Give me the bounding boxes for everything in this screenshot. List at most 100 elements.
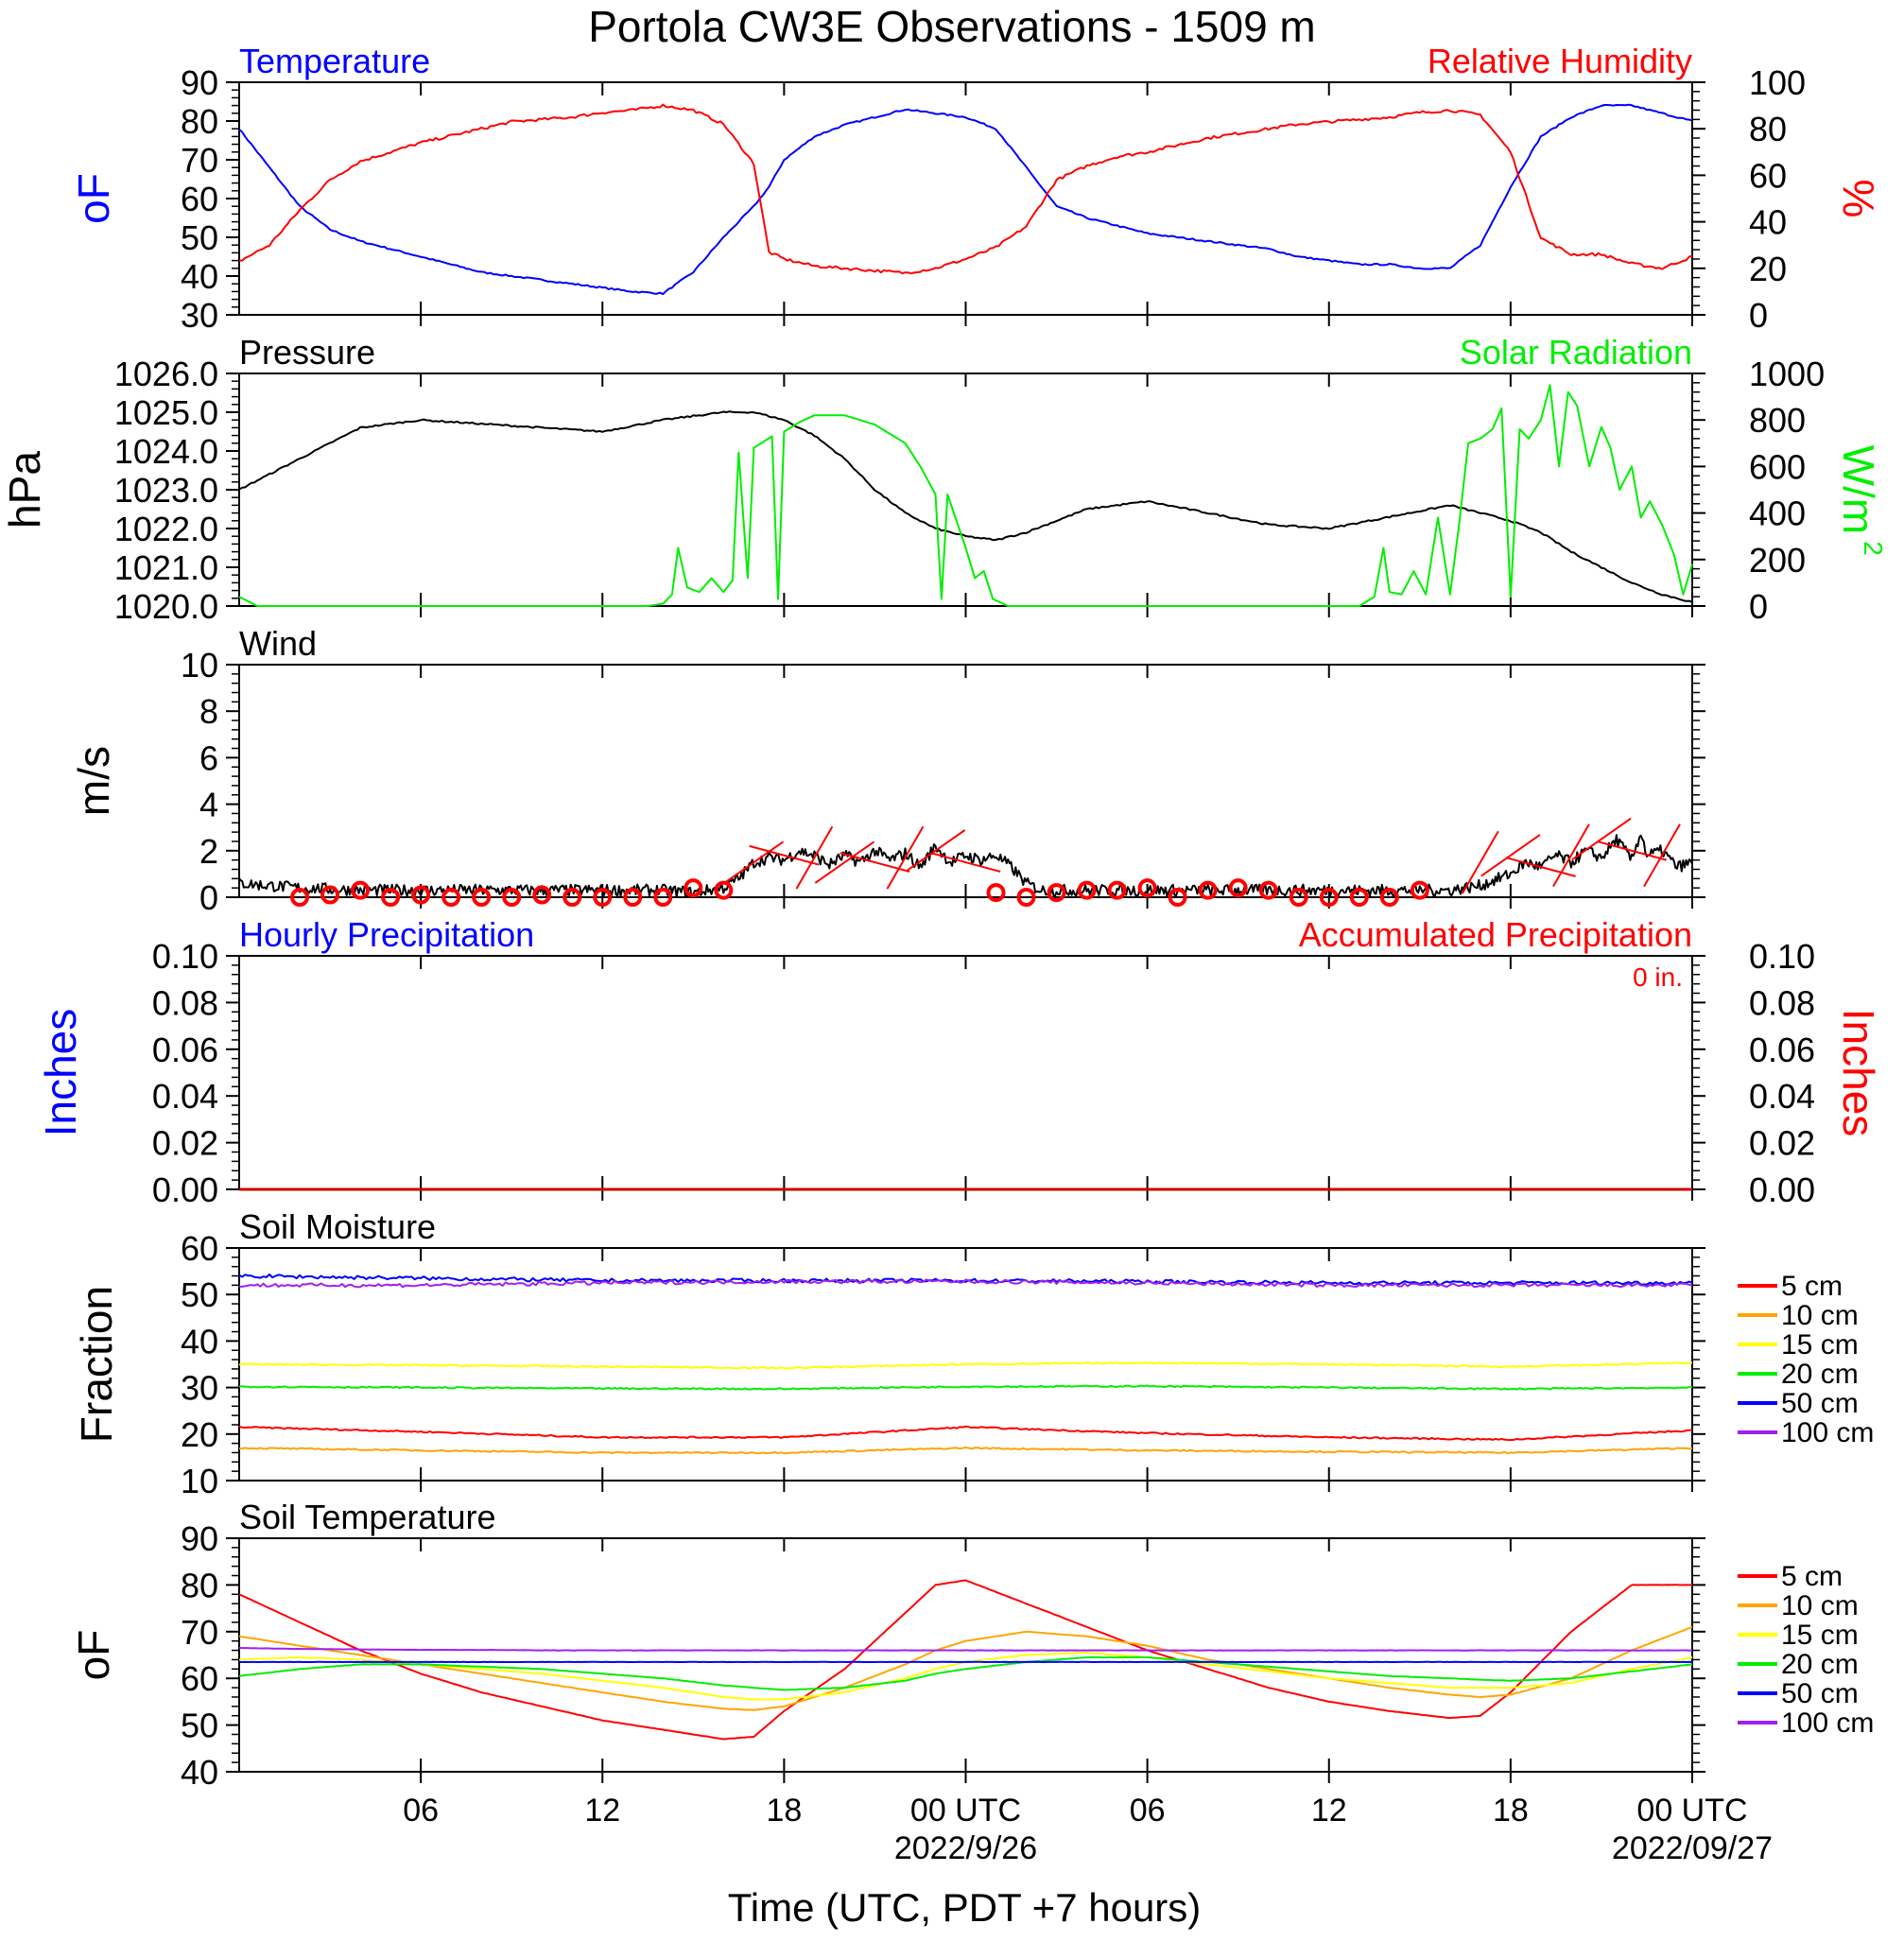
y2-tick-label: 0 — [1749, 587, 1768, 626]
wind-calm-marker — [320, 885, 340, 905]
panel-annotation: 0 in. — [1633, 962, 1683, 992]
x-tick-label: 06 — [1130, 1793, 1166, 1828]
wind-barb — [795, 825, 834, 890]
y-axis-label: Inches — [36, 1009, 85, 1137]
wind-calm-marker — [1228, 878, 1248, 898]
panel-title-left: Soil Moisture — [239, 1207, 436, 1246]
wind-barb — [1552, 823, 1590, 888]
y2-tick-label: 0.00 — [1749, 1170, 1815, 1209]
panel-title-left: Hourly Precipitation — [239, 915, 534, 954]
wind-calm-marker — [623, 888, 643, 907]
panel-wind: 0 2 4 6 8 10 Wind m/s — [69, 624, 1705, 917]
series-line-relative-humidity — [238, 103, 1693, 275]
legend-label: 20 cm — [1781, 1359, 1859, 1390]
y-axis-label: m/s — [69, 746, 118, 816]
y2-tick-label: 800 — [1749, 401, 1806, 440]
wind-barb — [814, 841, 875, 884]
series-line-50-cm — [238, 1274, 1693, 1286]
y-axis-label: oF — [69, 1630, 118, 1681]
panel-soil_moisture: 10 20 30 40 50 60 Soil Moisture Fraction 5 cm10 … — [72, 1207, 1874, 1500]
y-tick-label: 1026.0 — [114, 355, 218, 393]
y-tick-label: 60 — [181, 180, 218, 218]
legend-label: 20 cm — [1781, 1649, 1859, 1680]
series-line-5-cm — [238, 1425, 1693, 1442]
y-tick-label: 6 — [199, 738, 218, 777]
series-line-solar-radiation — [238, 384, 1693, 607]
x-tick-label: 00 UTC — [1636, 1793, 1747, 1828]
y-tick-label: 1024.0 — [114, 432, 218, 471]
legend-label: 50 cm — [1781, 1678, 1859, 1709]
legend-label: 100 cm — [1781, 1417, 1874, 1448]
wind-calm-marker — [1137, 878, 1157, 898]
wind-calm-marker — [441, 888, 461, 907]
series-line-wind — [238, 834, 1693, 898]
wind-calm-marker — [411, 885, 431, 905]
y-tick-label: 10 — [181, 646, 218, 685]
y2-tick-label: 0.02 — [1749, 1124, 1815, 1163]
wind-barb — [905, 829, 966, 873]
series-line-15-cm — [238, 1652, 1693, 1701]
y2-tick-label: 60 — [1749, 156, 1787, 195]
wind-calm-marker — [290, 888, 310, 907]
wind-barb — [1643, 823, 1681, 888]
plot-frame — [238, 955, 1693, 1190]
y-tick-label: 1023.0 — [114, 471, 218, 510]
wind-barb — [1461, 830, 1499, 894]
wind-calm-marker — [563, 888, 582, 907]
y-tick-label: 0.00 — [152, 1170, 218, 1209]
x-tick-label: 06 — [403, 1793, 439, 1828]
plot-frame — [238, 373, 1693, 607]
y-axis-label: oF — [69, 173, 118, 224]
y2-tick-label: 0.08 — [1749, 983, 1815, 1022]
legend-label: 50 cm — [1781, 1388, 1859, 1419]
wind-barb — [1480, 834, 1541, 877]
wind-calm-marker — [1319, 888, 1339, 907]
wind-calm-marker — [1047, 883, 1066, 903]
y-tick-label: 50 — [181, 1275, 218, 1314]
x-date-label: 2022/09/27 — [1612, 1830, 1773, 1866]
wind-calm-marker — [1289, 888, 1308, 907]
panel-title-right: Solar Radiation — [1460, 333, 1692, 372]
panel-title-left: Wind — [239, 624, 317, 663]
y2-tick-label: 400 — [1749, 494, 1806, 533]
series-line-15-cm — [238, 1360, 1693, 1370]
y-tick-label: 60 — [181, 1229, 218, 1268]
y-tick-label: 0.02 — [152, 1124, 218, 1163]
wind-calm-marker — [472, 888, 492, 907]
wind-calm-marker — [593, 888, 613, 907]
y-tick-label: 40 — [181, 1753, 218, 1792]
legend-label: 5 cm — [1781, 1271, 1843, 1302]
wind-calm-marker — [1016, 888, 1036, 907]
wind-calm-marker — [381, 888, 401, 907]
y2-axis-label: % — [1834, 180, 1883, 218]
wind-calm-marker — [714, 880, 734, 900]
x-tick-label: 00 UTC — [910, 1793, 1021, 1828]
legend-label: 100 cm — [1781, 1707, 1874, 1739]
y2-axis-label-sup: 2 — [1859, 541, 1888, 556]
y2-tick-label: 0.10 — [1749, 937, 1815, 976]
y-tick-label: 0.08 — [152, 983, 218, 1022]
wind-barb — [749, 844, 820, 866]
wind-calm-marker — [1349, 888, 1369, 907]
wind-calm-marker — [351, 880, 371, 900]
panel-precip: 0.00 0.02 0.04 0.06 0.08 0.10 0.00 0.02 0.04 0.06… — [36, 915, 1883, 1209]
y-tick-label: 4 — [199, 786, 218, 824]
wind-barb — [723, 841, 785, 884]
y2-axis-label: W/m — [1834, 445, 1883, 535]
y2-tick-label: 0.04 — [1749, 1077, 1815, 1116]
y-tick-label: 80 — [181, 102, 218, 141]
x-tick-label: 12 — [1311, 1793, 1347, 1828]
series-line-20-cm — [238, 1384, 1692, 1391]
wind-calm-marker — [684, 878, 703, 898]
x-tick-label: 18 — [766, 1793, 802, 1828]
y-tick-label: 0.06 — [152, 1031, 218, 1069]
y2-tick-label: 0.06 — [1749, 1031, 1815, 1069]
legend-label: 5 cm — [1781, 1561, 1843, 1592]
x-tick-label: 18 — [1493, 1793, 1529, 1828]
series-line-100-cm — [238, 1278, 1693, 1289]
series-line-5-cm — [238, 1579, 1693, 1741]
y-tick-label: 1022.0 — [114, 510, 218, 548]
